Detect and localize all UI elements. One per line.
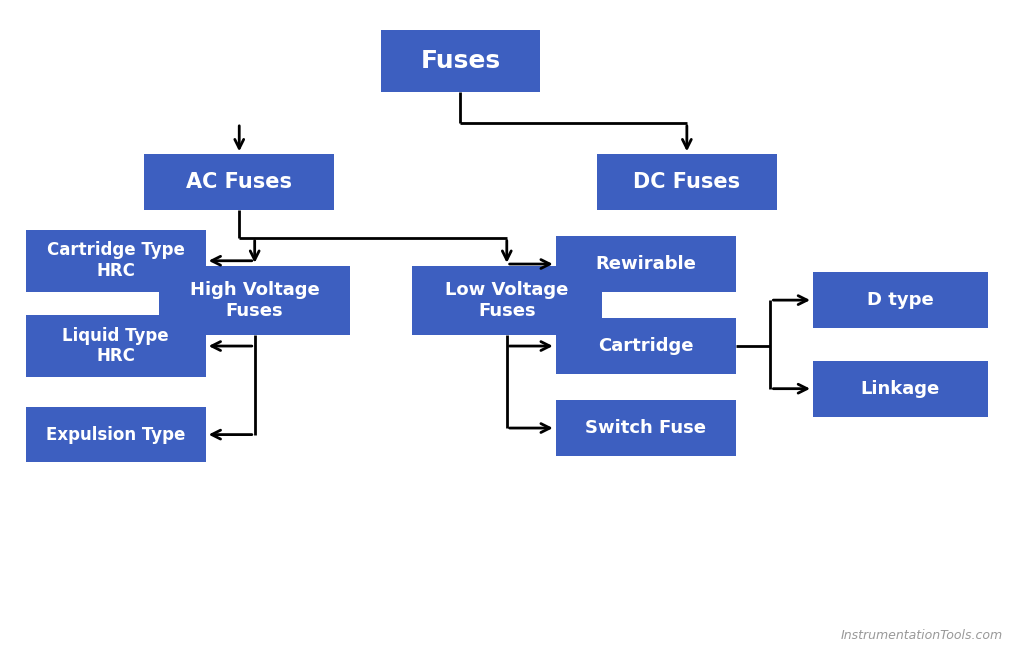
Text: Expulsion Type: Expulsion Type — [46, 426, 185, 443]
FancyBboxPatch shape — [813, 272, 988, 328]
FancyBboxPatch shape — [556, 400, 736, 456]
Text: D type: D type — [867, 291, 933, 309]
Text: Cartridge Type
HRC: Cartridge Type HRC — [47, 241, 184, 280]
FancyBboxPatch shape — [597, 154, 777, 210]
FancyBboxPatch shape — [381, 30, 540, 92]
Text: High Voltage
Fuses: High Voltage Fuses — [189, 281, 320, 319]
Text: Linkage: Linkage — [860, 380, 941, 398]
FancyBboxPatch shape — [26, 407, 206, 462]
FancyBboxPatch shape — [26, 230, 206, 292]
Text: DC Fuses: DC Fuses — [633, 172, 741, 192]
Text: Cartridge: Cartridge — [598, 337, 694, 355]
FancyBboxPatch shape — [159, 266, 350, 335]
Text: Fuses: Fuses — [421, 49, 500, 73]
Text: InstrumentationTools.com: InstrumentationTools.com — [841, 628, 1003, 642]
FancyBboxPatch shape — [556, 318, 736, 374]
FancyBboxPatch shape — [26, 315, 206, 377]
FancyBboxPatch shape — [813, 361, 988, 417]
FancyBboxPatch shape — [144, 154, 334, 210]
Text: Switch Fuse: Switch Fuse — [586, 419, 706, 437]
Text: Rewirable: Rewirable — [595, 255, 697, 273]
FancyBboxPatch shape — [556, 236, 736, 292]
Text: Liquid Type
HRC: Liquid Type HRC — [63, 327, 169, 365]
FancyBboxPatch shape — [412, 266, 602, 335]
Text: AC Fuses: AC Fuses — [186, 172, 292, 192]
Text: Low Voltage
Fuses: Low Voltage Fuses — [446, 281, 568, 319]
